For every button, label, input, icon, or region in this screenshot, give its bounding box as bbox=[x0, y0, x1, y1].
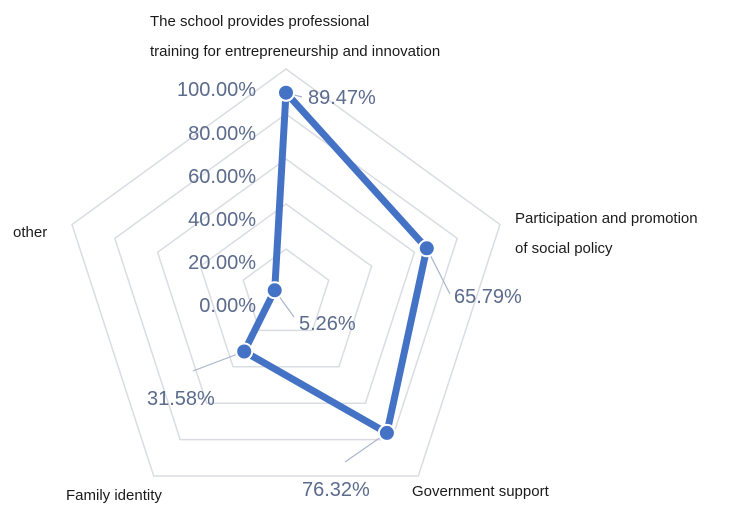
data-label-other: 5.26% bbox=[299, 313, 356, 335]
category-label-line: The school provides professional bbox=[150, 13, 369, 30]
category-label-school-training: The school provides professional trainin… bbox=[150, 13, 440, 60]
tick-label-0: 0.00% bbox=[199, 295, 256, 317]
data-label-school-training: 89.47% bbox=[308, 87, 376, 109]
leader-line bbox=[192, 350, 245, 372]
tick-label-40: 40.00% bbox=[188, 209, 256, 231]
radar-grid bbox=[71, 68, 501, 477]
data-label-government-support: 76.32% bbox=[302, 479, 370, 501]
category-label-line: Participation and promotion bbox=[515, 210, 698, 227]
tick-label-20: 20.00% bbox=[188, 252, 256, 274]
series-line bbox=[240, 89, 431, 437]
category-labels: The school provides professional trainin… bbox=[13, 13, 702, 504]
grid-ring bbox=[156, 158, 416, 404]
category-label-line: of social policy bbox=[515, 240, 613, 257]
grid-ring bbox=[242, 248, 330, 332]
series-layer bbox=[235, 83, 436, 442]
data-point-marker bbox=[417, 239, 436, 258]
data-labels: 89.47% 65.79% 76.32% 31.58% 5.26% bbox=[147, 87, 522, 501]
tick-label-60: 60.00% bbox=[188, 166, 256, 188]
category-label-family-identity: Family identity bbox=[66, 487, 162, 504]
data-label-family-identity: 31.58% bbox=[147, 388, 215, 410]
data-point-marker bbox=[277, 83, 295, 102]
radial-axis-ticks: 100.00% 80.00% 60.00% 40.00% 20.00% 0.00… bbox=[177, 79, 256, 317]
data-point-marker bbox=[235, 342, 254, 361]
tick-label-100: 100.00% bbox=[177, 79, 256, 101]
category-label-government-support: Government support bbox=[412, 483, 550, 500]
data-label-social-policy: 65.79% bbox=[454, 286, 522, 308]
data-label-leaders bbox=[192, 92, 451, 463]
grid-ring bbox=[71, 68, 501, 477]
category-label-other: other bbox=[13, 224, 47, 241]
grid-ring bbox=[199, 203, 373, 368]
category-label-social-policy: Participation and promotion of social po… bbox=[515, 210, 702, 257]
category-label-line: training for entrepreneurship and innova… bbox=[150, 43, 440, 60]
tick-label-80: 80.00% bbox=[188, 123, 256, 145]
grid-ring bbox=[113, 113, 459, 441]
data-point-marker bbox=[377, 423, 396, 442]
data-point-marker bbox=[265, 281, 284, 300]
